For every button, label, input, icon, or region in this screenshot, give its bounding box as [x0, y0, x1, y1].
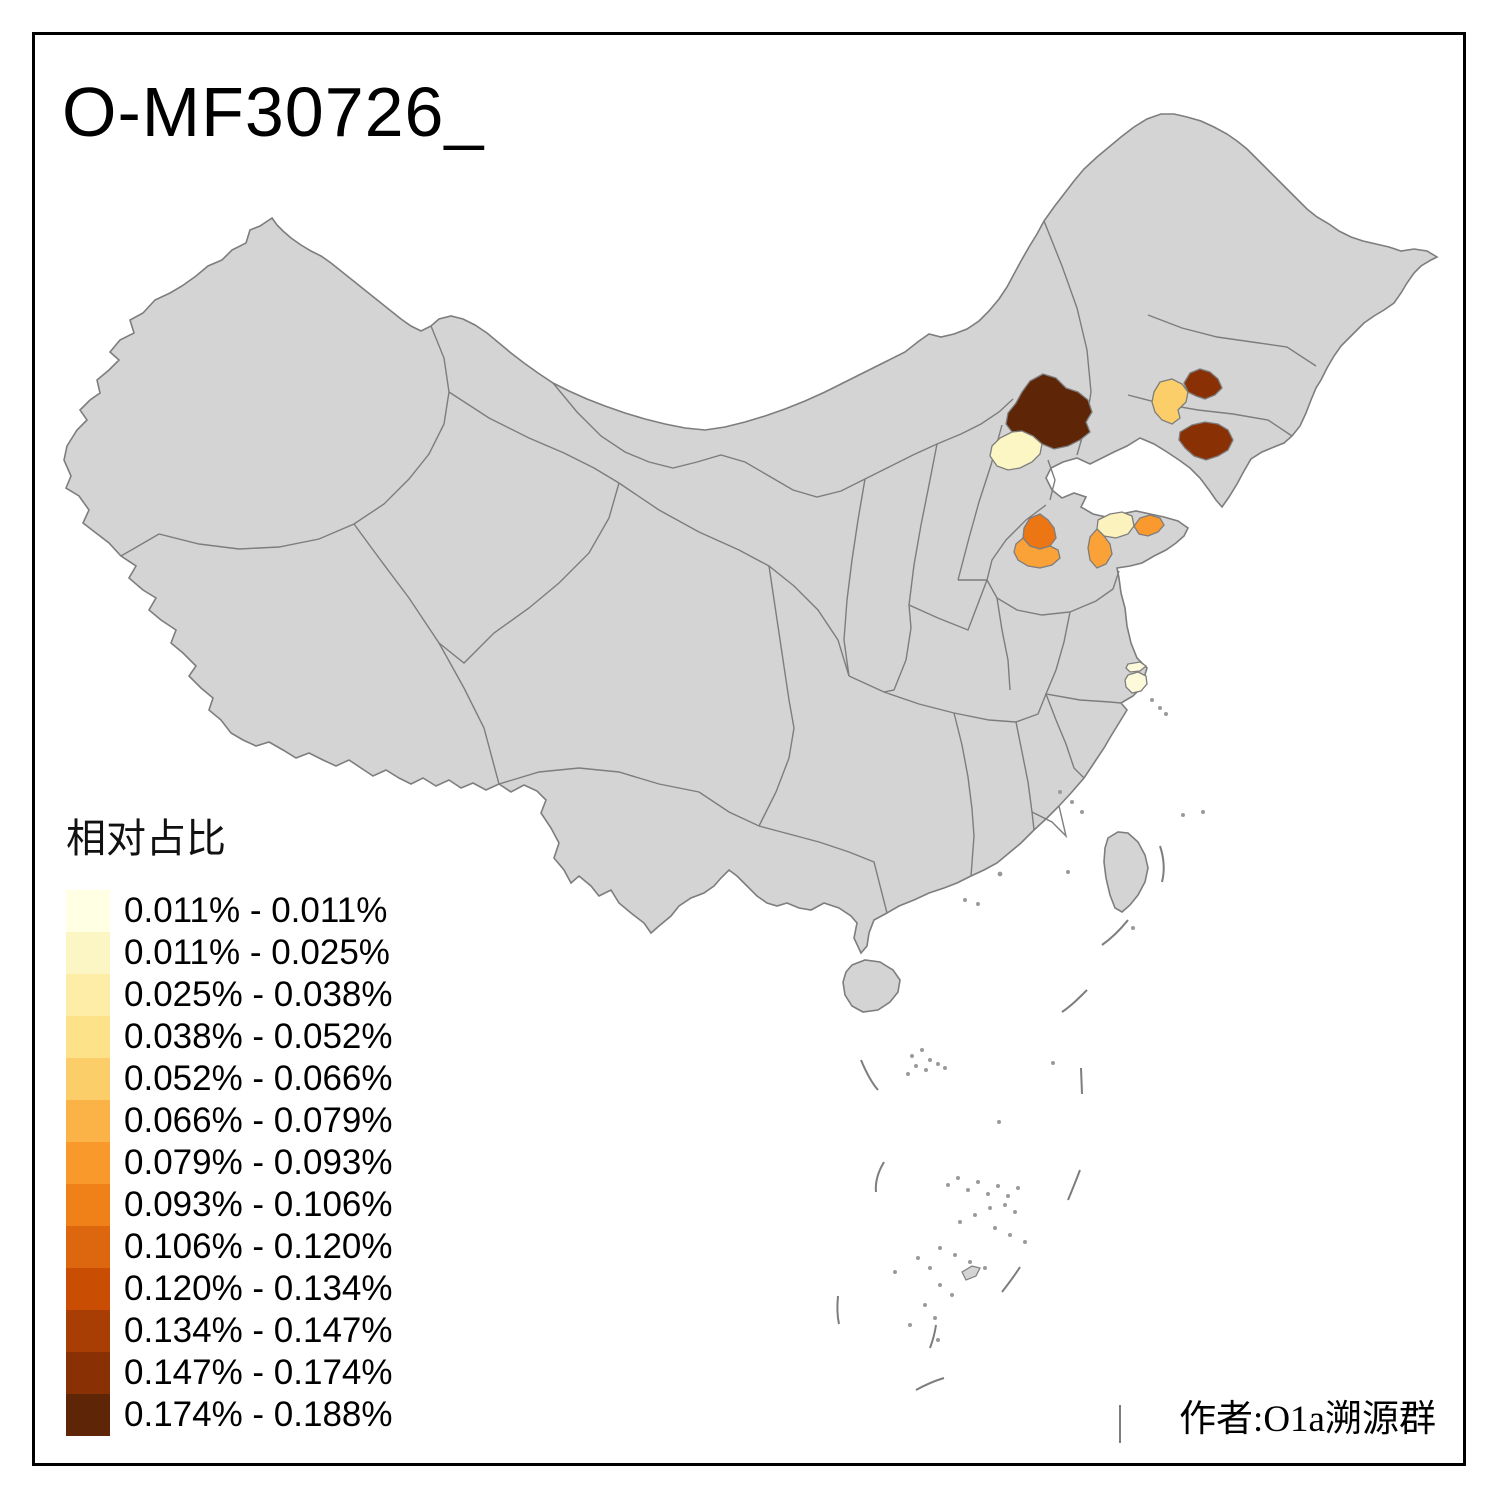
legend-label: 0.052% - 0.066%	[124, 1059, 393, 1098]
legend-label: 0.038% - 0.052%	[124, 1017, 393, 1056]
legend-label: 0.147% - 0.174%	[124, 1353, 393, 1392]
legend-swatch	[66, 1226, 110, 1268]
legend-row: 0.093% - 0.106%	[66, 1184, 393, 1226]
legend-row: 0.052% - 0.066%	[66, 1058, 393, 1100]
plot-title: O-MF30726_	[62, 73, 485, 151]
legend-swatch	[66, 1184, 110, 1226]
legend-row: 0.079% - 0.093%	[66, 1142, 393, 1184]
legend-swatch	[66, 1310, 110, 1352]
plot-border	[32, 32, 1466, 1466]
legend-swatch	[66, 1142, 110, 1184]
legend-row: 0.134% - 0.147%	[66, 1310, 393, 1352]
legend-row: 0.174% - 0.188%	[66, 1394, 393, 1436]
legend: 相对占比 0.011% - 0.011% 0.011% - 0.025% 0.0…	[66, 806, 393, 1436]
spratly-main-island	[961, 1265, 981, 1281]
map-region-taian	[1013, 537, 1061, 569]
map-region-nantong-sliver	[1125, 661, 1148, 673]
nine-dash-line	[836, 845, 1165, 1443]
legend-row: 0.147% - 0.174%	[66, 1352, 393, 1394]
legend-swatch	[66, 890, 110, 932]
map-region-chengde-area	[1005, 373, 1093, 450]
highlighted-regions	[989, 368, 1234, 694]
legend-swatch	[66, 932, 110, 974]
legend-row: 0.120% - 0.134%	[66, 1268, 393, 1310]
legend-row: 0.011% - 0.025%	[66, 932, 393, 974]
map-region-weihai	[1133, 514, 1165, 537]
legend-swatch	[66, 1352, 110, 1394]
legend-label: 0.079% - 0.093%	[124, 1143, 393, 1182]
map-region-changchun	[1151, 378, 1189, 425]
legend-swatch	[66, 1100, 110, 1142]
taiwan-island	[1103, 831, 1149, 913]
map-region-qingdao	[1087, 528, 1113, 569]
map-region-jilin-city	[1183, 368, 1223, 400]
legend-title: 相对占比	[66, 816, 226, 861]
mainland-outline	[63, 113, 1439, 955]
legend-swatch	[66, 974, 110, 1016]
legend-row: 0.106% - 0.120%	[66, 1226, 393, 1268]
legend-row: 0.011% - 0.011%	[66, 890, 393, 932]
legend-label: 0.011% - 0.025%	[124, 933, 390, 972]
legend-label: 0.120% - 0.134%	[124, 1269, 393, 1308]
legend-label: 0.066% - 0.079%	[124, 1101, 393, 1140]
legend-row: 0.066% - 0.079%	[66, 1100, 393, 1142]
map-region-beijing	[989, 430, 1043, 471]
legend-row: 0.025% - 0.038%	[66, 974, 393, 1016]
legend-label: 0.093% - 0.106%	[124, 1185, 393, 1224]
legend-swatch	[66, 1058, 110, 1100]
legend-label: 0.011% - 0.011%	[124, 891, 388, 930]
legend-label: 0.174% - 0.188%	[124, 1395, 393, 1434]
legend-row: 0.038% - 0.052%	[66, 1016, 393, 1058]
legend-swatch	[66, 1016, 110, 1058]
legend-label: 0.106% - 0.120%	[124, 1227, 393, 1266]
legend-label: 0.025% - 0.038%	[124, 975, 393, 1014]
legend-swatch	[66, 1394, 110, 1436]
legend-swatch	[66, 1268, 110, 1310]
map-region-dandong	[1178, 421, 1234, 461]
legend-label: 0.134% - 0.147%	[124, 1311, 393, 1350]
author-credit: 作者:O1a溯源群	[1179, 1399, 1436, 1440]
hainan-island	[842, 959, 901, 1013]
map-region-shanghai	[1124, 671, 1148, 694]
sea-islands	[893, 698, 1205, 1342]
